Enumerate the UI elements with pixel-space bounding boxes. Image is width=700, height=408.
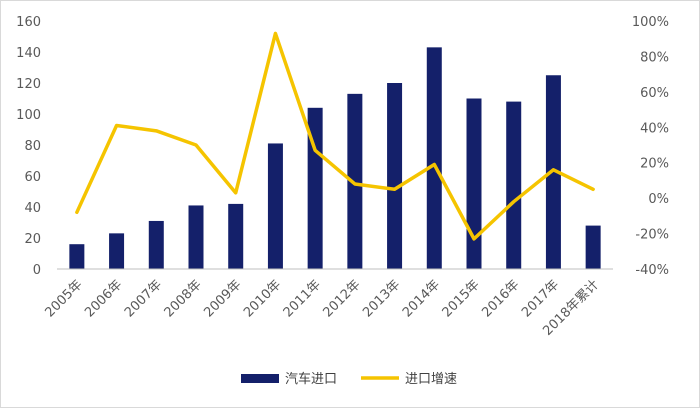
x-tick-label: 2011年 bbox=[281, 277, 324, 320]
left-tick-label: 80 bbox=[24, 139, 41, 154]
x-axis-ticks: 2005年2006年2007年2008年2009年2010年2011年2012年… bbox=[42, 277, 601, 339]
bar-1 bbox=[109, 233, 125, 269]
legend-label-line: 进口增速 bbox=[405, 372, 457, 387]
bar-3 bbox=[188, 205, 204, 269]
line-series bbox=[75, 31, 595, 241]
bar-8 bbox=[387, 83, 403, 269]
left-tick-label: 20 bbox=[24, 232, 41, 247]
bar-13 bbox=[585, 225, 601, 269]
x-tick-label: 2014年 bbox=[400, 277, 443, 320]
right-tick-label: 0% bbox=[648, 192, 669, 207]
bar-5 bbox=[267, 143, 283, 269]
bar-0 bbox=[69, 244, 85, 269]
growth-line bbox=[75, 31, 595, 241]
left-tick-label: 120 bbox=[16, 77, 41, 92]
x-tick-label: 2010年 bbox=[241, 277, 284, 320]
right-y-axis: -40% -20% 0% 20% 40% 60% 80% 100% bbox=[632, 15, 669, 278]
right-tick-label: -40% bbox=[635, 263, 669, 278]
bar-2 bbox=[148, 220, 164, 269]
bar-6 bbox=[307, 107, 323, 269]
left-tick-label: 140 bbox=[16, 46, 41, 61]
x-tick-label: 2009年 bbox=[201, 277, 244, 320]
bar-12 bbox=[545, 75, 561, 269]
bar-10 bbox=[466, 98, 482, 269]
legend-swatch-bar bbox=[241, 374, 279, 383]
bar-series bbox=[69, 47, 601, 269]
right-tick-label: 80% bbox=[640, 50, 669, 65]
x-tick-label: 2016年 bbox=[479, 277, 522, 320]
x-tick-label: 2005年 bbox=[42, 277, 85, 320]
left-tick-label: 60 bbox=[24, 170, 41, 185]
right-tick-label: 40% bbox=[640, 121, 669, 136]
x-tick-label: 2015年 bbox=[440, 277, 483, 320]
x-tick-label: 2013年 bbox=[360, 277, 403, 320]
bar-7 bbox=[347, 93, 363, 269]
bar-4 bbox=[228, 203, 244, 269]
bar-9 bbox=[426, 47, 442, 269]
right-tick-label: 100% bbox=[632, 15, 669, 30]
x-tick-label: 2007年 bbox=[122, 277, 165, 320]
right-tick-label: 20% bbox=[640, 157, 669, 172]
right-tick-label: 60% bbox=[640, 86, 669, 101]
legend: 汽车进口 进口增速 bbox=[241, 371, 457, 387]
left-tick-label: 160 bbox=[16, 15, 41, 30]
x-tick-label: 2012年 bbox=[320, 277, 363, 320]
left-y-axis: 0 20 40 60 80 100 120 140 160 bbox=[16, 15, 41, 278]
x-tick-label: 2008年 bbox=[162, 277, 205, 320]
left-tick-label: 0 bbox=[33, 263, 41, 278]
bar-11 bbox=[506, 101, 522, 269]
x-tick-label: 2006年 bbox=[82, 277, 125, 320]
right-tick-label: -20% bbox=[635, 228, 669, 243]
left-tick-label: 40 bbox=[24, 201, 41, 216]
legend-label-bar: 汽车进口 bbox=[285, 371, 337, 387]
left-tick-label: 100 bbox=[16, 108, 41, 123]
